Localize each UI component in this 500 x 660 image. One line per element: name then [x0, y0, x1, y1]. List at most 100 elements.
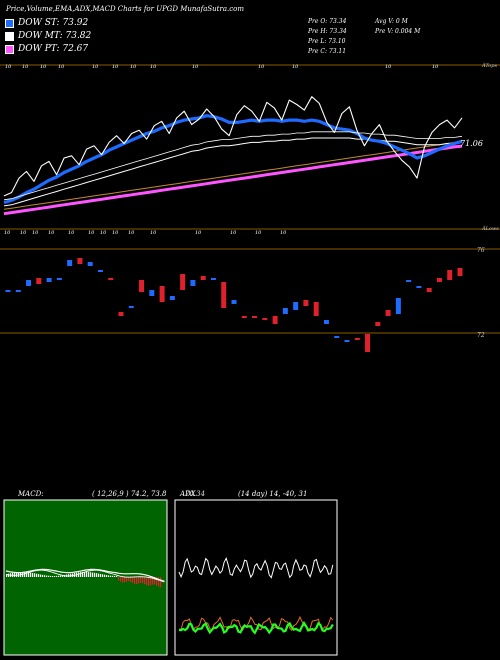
candle — [67, 260, 73, 266]
candle — [159, 286, 165, 302]
macd-params: ( 12,26,9 ) 74.2, 73.8 — [92, 490, 167, 498]
candle — [5, 290, 11, 292]
candle — [344, 340, 350, 342]
candle — [169, 296, 175, 300]
candle — [36, 278, 42, 284]
legend-dow-st: DOW ST: 73.92 — [5, 18, 88, 28]
candle — [241, 316, 247, 318]
macd-hist-bar — [142, 577, 144, 584]
candle — [252, 316, 258, 318]
macd-hist-bar — [108, 575, 110, 577]
macd-hist-bar — [92, 572, 94, 577]
candle — [385, 310, 391, 316]
legend-swatch-mt — [5, 31, 14, 41]
macd-hist-bar — [136, 577, 138, 585]
macd-hist-bar — [110, 575, 112, 577]
bottom-mark: 10 — [88, 230, 95, 236]
bottom-mark: 10 — [100, 230, 107, 236]
bottom-mark: 10 — [280, 230, 287, 236]
top-mark: 10 — [192, 64, 199, 70]
candle — [323, 320, 329, 324]
macd-signal-line — [5, 569, 165, 583]
macd-hist-bar — [46, 575, 48, 577]
macd-hist-bar — [98, 573, 100, 577]
stat-avg-volume: Avg V: 0 M — [375, 18, 408, 25]
tops-note: ÂTops — [482, 63, 498, 69]
chart-title: Price,Volume,EMA,ADX,MACD Charts for UPG… — [6, 5, 244, 13]
ema-mid-line — [3, 137, 463, 207]
bottom-mark: 10 — [150, 230, 157, 236]
macd-hist-bar — [34, 573, 36, 577]
bottom-mark: 10 — [20, 230, 27, 236]
macd-hist-bar — [106, 575, 108, 577]
bottom-mark: 10 — [195, 230, 202, 236]
macd-hist-bar — [158, 577, 160, 587]
macd-hist-bar — [118, 577, 120, 581]
candle — [282, 308, 288, 314]
macd-hist-bar — [82, 572, 84, 577]
macd-hist-bar — [32, 572, 34, 577]
macd-panel-bg — [3, 499, 168, 656]
bottom-mark: 10 — [128, 230, 135, 236]
macd-hist-bar — [128, 577, 130, 582]
top-mark: 10 — [40, 64, 47, 70]
legend-swatch-pt — [5, 44, 14, 54]
legend-label-st: DOW ST: 73.92 — [18, 18, 89, 28]
candle — [231, 300, 237, 304]
level-bottom-label: 72 — [477, 332, 485, 339]
bottom-mark: 10 — [48, 230, 55, 236]
candle — [375, 322, 381, 326]
candle — [190, 280, 196, 286]
legend-dow-pt: DOW PT: 72.67 — [5, 44, 88, 54]
candle — [210, 278, 216, 280]
candle — [293, 302, 299, 310]
candle — [272, 316, 278, 324]
adx-overlay: 70.34 — [185, 490, 206, 498]
macd-hist-bar — [116, 576, 118, 577]
macd-hist-bar — [38, 574, 40, 577]
top-mark: 10 — [432, 64, 439, 70]
candle — [262, 318, 268, 320]
macd-hist-bar — [40, 574, 42, 577]
top-mark: 10 — [112, 64, 119, 70]
macd-hist-bar — [140, 577, 142, 583]
macd-hist-bar — [44, 575, 46, 577]
macd-hist-bar — [100, 573, 102, 577]
macd-hist-bar — [132, 577, 134, 583]
macd-hist-bar — [120, 577, 122, 582]
macd-hist-bar — [28, 572, 30, 577]
candle — [395, 298, 401, 314]
macd-hist-bar — [124, 577, 126, 583]
candle — [46, 278, 52, 282]
adx-label: ADX — [180, 490, 196, 498]
macd-hist-bar — [42, 574, 44, 577]
macd-hist-bar — [130, 577, 132, 582]
macd-hist-bar — [86, 572, 88, 577]
adx-line — [178, 556, 334, 579]
macd-hist-bar — [122, 577, 124, 583]
macd-hist-bar — [144, 577, 146, 585]
candle — [108, 278, 114, 280]
macd-hist-bar — [88, 572, 90, 577]
bottom-mark: 10 — [68, 230, 75, 236]
macd-hist-bar — [104, 574, 106, 577]
macd-hist-bar — [152, 577, 154, 585]
macd-hist-bar — [126, 577, 128, 582]
candle — [334, 336, 340, 338]
macd-hist-bar — [84, 572, 86, 577]
stat-low: Pre L: 73.10 — [308, 38, 346, 45]
macd-hist-bar — [160, 577, 162, 588]
top-mark: 10 — [92, 64, 99, 70]
bottom-mark: 10 — [230, 230, 237, 236]
bottom-mark: 10 — [32, 230, 39, 236]
candle — [200, 276, 206, 280]
candle — [436, 278, 442, 282]
macd-hist-bar — [6, 574, 8, 577]
candle — [406, 280, 412, 282]
macd-hist-bar — [146, 577, 148, 586]
ema-trend-line — [3, 144, 463, 216]
price-line — [3, 96, 463, 197]
ema-band-line — [3, 131, 463, 201]
candle — [426, 288, 432, 292]
